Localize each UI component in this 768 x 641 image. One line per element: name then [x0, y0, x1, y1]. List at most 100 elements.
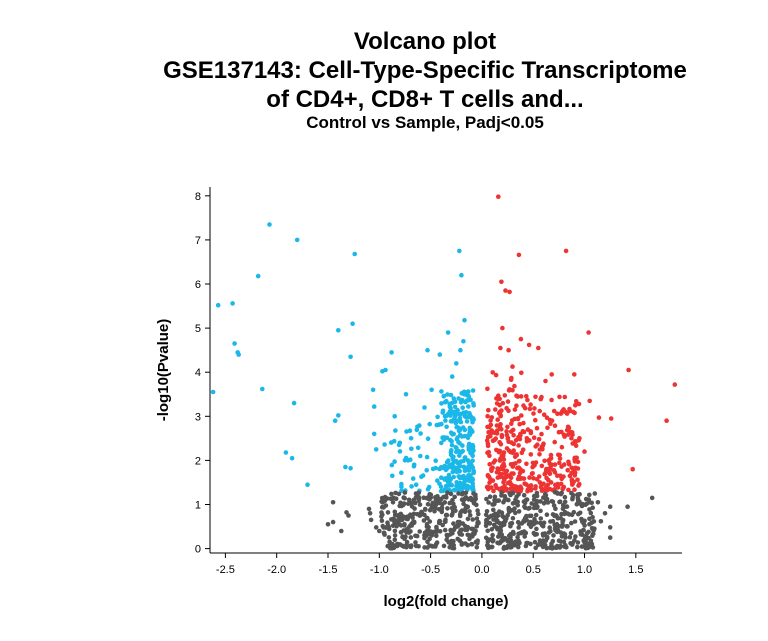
point-up [536, 436, 542, 442]
point-ns [405, 501, 411, 507]
point-up [503, 288, 508, 293]
point-ns [392, 528, 398, 534]
point-up [566, 462, 572, 467]
point-up [563, 248, 569, 254]
point-up [575, 459, 581, 465]
point-up [573, 439, 579, 444]
point-ns [522, 504, 527, 509]
point-down [448, 452, 454, 458]
point-down [471, 417, 476, 422]
point-ns [521, 518, 526, 524]
point-up [512, 383, 517, 389]
point-ns [522, 534, 527, 539]
y-tick-label: 7 [195, 235, 201, 247]
point-ns [502, 535, 507, 541]
point-ns [366, 506, 372, 512]
point-ns [431, 504, 436, 510]
point-ns [537, 541, 542, 546]
point-up [508, 462, 514, 467]
point-down [255, 273, 261, 279]
x-tick-label: -0.5 [421, 564, 440, 576]
point-ns [459, 508, 465, 513]
point-ns [570, 541, 575, 546]
point-ns [485, 542, 491, 548]
point-ns [425, 502, 431, 507]
point-ns [544, 534, 550, 540]
point-up [501, 450, 507, 455]
point-ns [448, 491, 454, 497]
point-up [519, 370, 524, 376]
point-ns [462, 527, 468, 533]
point-ns [465, 542, 471, 548]
point-up [548, 452, 554, 458]
point-ns [492, 524, 498, 529]
point-down [435, 414, 440, 420]
point-down [445, 392, 450, 397]
point-ns [489, 527, 495, 532]
point-ns [558, 491, 564, 497]
point-up [561, 485, 566, 490]
point-down [458, 347, 463, 353]
point-down [441, 437, 447, 442]
point-ns [460, 490, 466, 496]
point-ns [416, 495, 422, 500]
point-ns [445, 490, 450, 496]
point-ns [516, 525, 521, 530]
point-down [444, 460, 450, 465]
point-down [393, 428, 398, 433]
point-down [291, 400, 297, 406]
point-up [515, 416, 521, 422]
point-up [540, 443, 546, 449]
point-ns [550, 512, 556, 517]
point-ns [368, 517, 374, 523]
point-down [454, 449, 459, 455]
point-up [532, 406, 537, 411]
point-ns [403, 534, 408, 539]
point-down [442, 414, 448, 419]
point-ns [517, 540, 522, 546]
point-ns [468, 496, 474, 501]
point-ns [538, 516, 544, 521]
point-ns [570, 495, 575, 501]
point-up [528, 483, 534, 488]
point-down [215, 302, 221, 308]
point-up [524, 393, 529, 399]
point-ns [401, 528, 407, 533]
point-up [533, 460, 539, 465]
point-up [533, 417, 538, 423]
point-ns [590, 505, 595, 511]
point-ns [559, 511, 564, 517]
point-ns [407, 524, 412, 529]
point-ns [533, 512, 539, 518]
point-up [672, 382, 678, 387]
point-ns [408, 535, 414, 540]
point-ns [496, 541, 502, 546]
point-up [577, 481, 582, 487]
point-ns [445, 506, 450, 511]
point-down [458, 419, 464, 425]
point-up [504, 488, 509, 493]
point-ns [455, 524, 461, 529]
point-ns [541, 501, 547, 506]
point-ns [557, 499, 562, 505]
point-up [537, 480, 543, 485]
point-ns [561, 539, 567, 545]
point-down [448, 392, 454, 398]
point-up [563, 409, 568, 415]
point-ns [377, 528, 382, 534]
point-ns [590, 533, 595, 538]
point-ns [575, 544, 580, 550]
point-down [343, 464, 348, 470]
point-up [493, 436, 499, 441]
point-ns [575, 498, 581, 504]
point-down [471, 487, 476, 492]
point-down [460, 405, 466, 411]
point-down [454, 361, 459, 366]
point-up [485, 413, 490, 419]
point-ns [386, 526, 392, 532]
points-layer [210, 194, 678, 551]
point-ns [330, 500, 336, 505]
point-down [451, 457, 456, 463]
point-ns [465, 504, 471, 510]
point-ns [500, 513, 505, 519]
